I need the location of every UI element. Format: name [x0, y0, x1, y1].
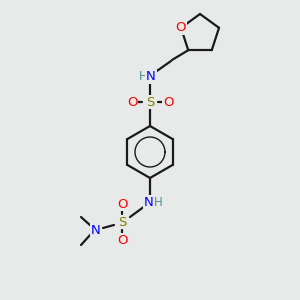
Text: N: N	[146, 70, 156, 83]
Text: S: S	[118, 215, 126, 229]
Text: O: O	[117, 233, 127, 247]
Text: H: H	[139, 70, 147, 83]
Text: O: O	[117, 197, 127, 211]
Text: O: O	[176, 21, 186, 34]
Text: H: H	[154, 196, 162, 208]
Text: N: N	[91, 224, 101, 236]
Text: N: N	[144, 196, 154, 208]
Text: S: S	[146, 95, 154, 109]
Text: O: O	[127, 95, 137, 109]
Text: O: O	[163, 95, 173, 109]
